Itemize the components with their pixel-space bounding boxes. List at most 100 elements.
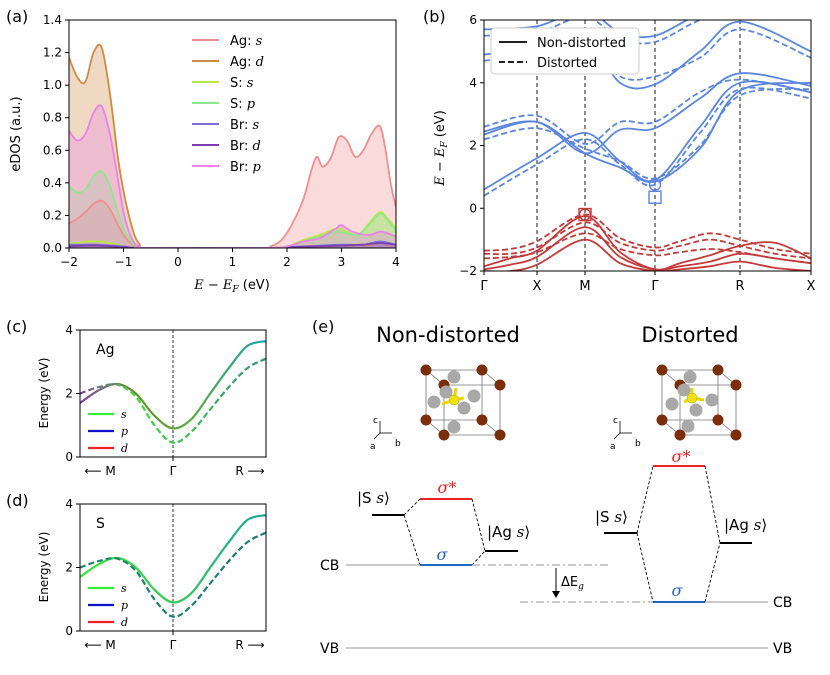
panel-b-ylabel: E − EF (eV) xyxy=(433,110,450,187)
a-xtick-label: 3 xyxy=(338,255,346,269)
kpoint-label: Γ xyxy=(651,279,659,294)
axis-b-right: b xyxy=(635,439,641,449)
ag-atom xyxy=(476,414,488,426)
label-delta-eg: ΔEg xyxy=(561,575,584,592)
d-xtick-label: ⟵ M xyxy=(84,638,115,652)
a-ytick-label: 1.2 xyxy=(43,46,62,60)
panel-b: (b) −2 0 2 4 6 Γ X M Γ R X E − EF (eV) Non-distor… xyxy=(423,7,816,294)
kpoint-label: M xyxy=(579,279,590,294)
label-s-state-left: |S s⟩ xyxy=(357,489,390,507)
ag-atom xyxy=(494,379,506,391)
br-atom xyxy=(681,419,695,433)
panel-a: (a) 0.0 0.2 0.4 0.6 0.8 1.0 1.2 1.4 −2 −1 0 1 2 3 4 e… xyxy=(6,7,400,295)
d-legend-label-d: d xyxy=(121,616,128,629)
b-ytick-label: 0 xyxy=(469,201,477,215)
d-ytick-label: 4 xyxy=(65,497,73,511)
vb-band-solid-2 xyxy=(484,238,811,271)
c-xtick-label: Γ xyxy=(170,464,177,478)
ag-atom xyxy=(420,364,432,376)
a-ytick-label: 0.6 xyxy=(43,143,62,157)
a-ytick-label: 0.4 xyxy=(43,176,62,190)
ag-atom xyxy=(712,414,724,426)
panel-a-legend: Ag: s Ag: d S: s S: p Br: s Br: d Br: p xyxy=(192,34,264,175)
br-atom xyxy=(705,393,719,407)
label-cb-right: CB xyxy=(773,595,792,611)
panel-d-element: S xyxy=(96,516,105,532)
a-ytick-label: 1.0 xyxy=(43,78,62,92)
d-legend-label-p: p xyxy=(121,599,128,612)
c-legend-label-s: s xyxy=(121,408,127,421)
legend-label-2: S: s xyxy=(230,76,254,91)
ag-atom xyxy=(674,429,686,441)
cb-band-solid-2 xyxy=(484,72,811,155)
br-atom xyxy=(447,370,461,384)
kpoint-label: X xyxy=(533,279,542,294)
axis-a-left: a xyxy=(370,442,376,452)
br-atom xyxy=(457,401,471,415)
a-ytick-label: 0.0 xyxy=(43,241,62,255)
br-atom xyxy=(427,395,441,409)
ag-atom xyxy=(438,429,450,441)
axis-b-left: b xyxy=(395,439,401,449)
ag-atom xyxy=(656,364,668,376)
dos-fill-3 xyxy=(69,171,396,248)
b-ytick-label: 6 xyxy=(469,13,477,27)
label-vb-left: VB xyxy=(320,641,339,657)
ag-atom xyxy=(656,414,668,426)
cb-band-dashed-1 xyxy=(484,88,811,180)
crystal-non-distorted xyxy=(420,364,506,441)
d-xtick-label: R ⟶ xyxy=(235,638,264,652)
title-non-distorted: Non-distorted xyxy=(376,323,520,347)
b-ytick-label: 2 xyxy=(469,139,477,153)
cb-band-solid-0 xyxy=(484,80,811,191)
a-xtick-label: 0 xyxy=(174,255,182,269)
panel-c: (c) 0 2 4 ⟵ M Γ R ⟶ Ag Energy (eV) spd xyxy=(6,317,267,478)
kpoint-label: X xyxy=(807,279,816,294)
label-ag-state-left: |Ag s⟩ xyxy=(487,523,530,541)
c-xtick-label: ⟵ M xyxy=(84,464,115,478)
br-atom xyxy=(689,403,703,417)
label-sigma-left: σ xyxy=(437,545,449,564)
panel-c-ylabel: Energy (eV) xyxy=(37,358,51,429)
panel-c-legend: spd xyxy=(88,408,128,455)
br-atom xyxy=(467,389,481,403)
a-xtick-label: 1 xyxy=(229,255,237,269)
band-dashed-d xyxy=(80,531,266,618)
c-ytick-label: 0 xyxy=(65,450,73,464)
d-legend-label-s: s xyxy=(121,582,127,595)
d-ytick-label: 0 xyxy=(65,624,73,638)
panel-label-c: (c) xyxy=(6,317,27,336)
br-atom xyxy=(677,383,691,397)
legend-label-0: Ag: s xyxy=(230,34,263,49)
a-ytick-label: 0.2 xyxy=(43,208,62,222)
dos-fill-1 xyxy=(69,44,396,248)
label-cb-left: CB xyxy=(320,558,339,574)
d-xtick-label: Γ xyxy=(170,638,177,652)
c-xtick-label: R ⟶ xyxy=(235,464,264,478)
correlation-lines-left xyxy=(403,498,486,566)
axes-triad-right xyxy=(613,421,632,440)
c-ytick-label: 2 xyxy=(65,387,73,401)
legend-label-3: S: p xyxy=(230,97,256,112)
vb-band-dashed-1 xyxy=(484,221,811,260)
d-ytick-label: 2 xyxy=(65,561,73,575)
label-sigma-right: σ xyxy=(672,581,684,600)
axis-c-left: c xyxy=(373,416,378,426)
kpoint-label: R xyxy=(735,279,744,294)
vb-band-dashed-0 xyxy=(484,213,811,255)
panel-label-b: (b) xyxy=(423,7,446,26)
label-sigma-star-right: σ* xyxy=(672,447,691,466)
ag-atom xyxy=(494,429,506,441)
a-ytick-label: 0.8 xyxy=(43,111,62,125)
delta-eg-arrow xyxy=(552,568,560,598)
band-edge-marker-circle xyxy=(648,178,662,191)
b-ytick-label: 4 xyxy=(469,76,477,90)
axis-a-right: a xyxy=(610,442,616,452)
legend-label-4: Br: s xyxy=(230,118,260,133)
band-dashed-c xyxy=(80,357,266,444)
kpoint-label: Γ xyxy=(480,279,488,294)
br-atom xyxy=(683,370,697,384)
panel-c-element: Ag xyxy=(96,342,114,358)
legend-label-5: Br: d xyxy=(230,139,261,154)
